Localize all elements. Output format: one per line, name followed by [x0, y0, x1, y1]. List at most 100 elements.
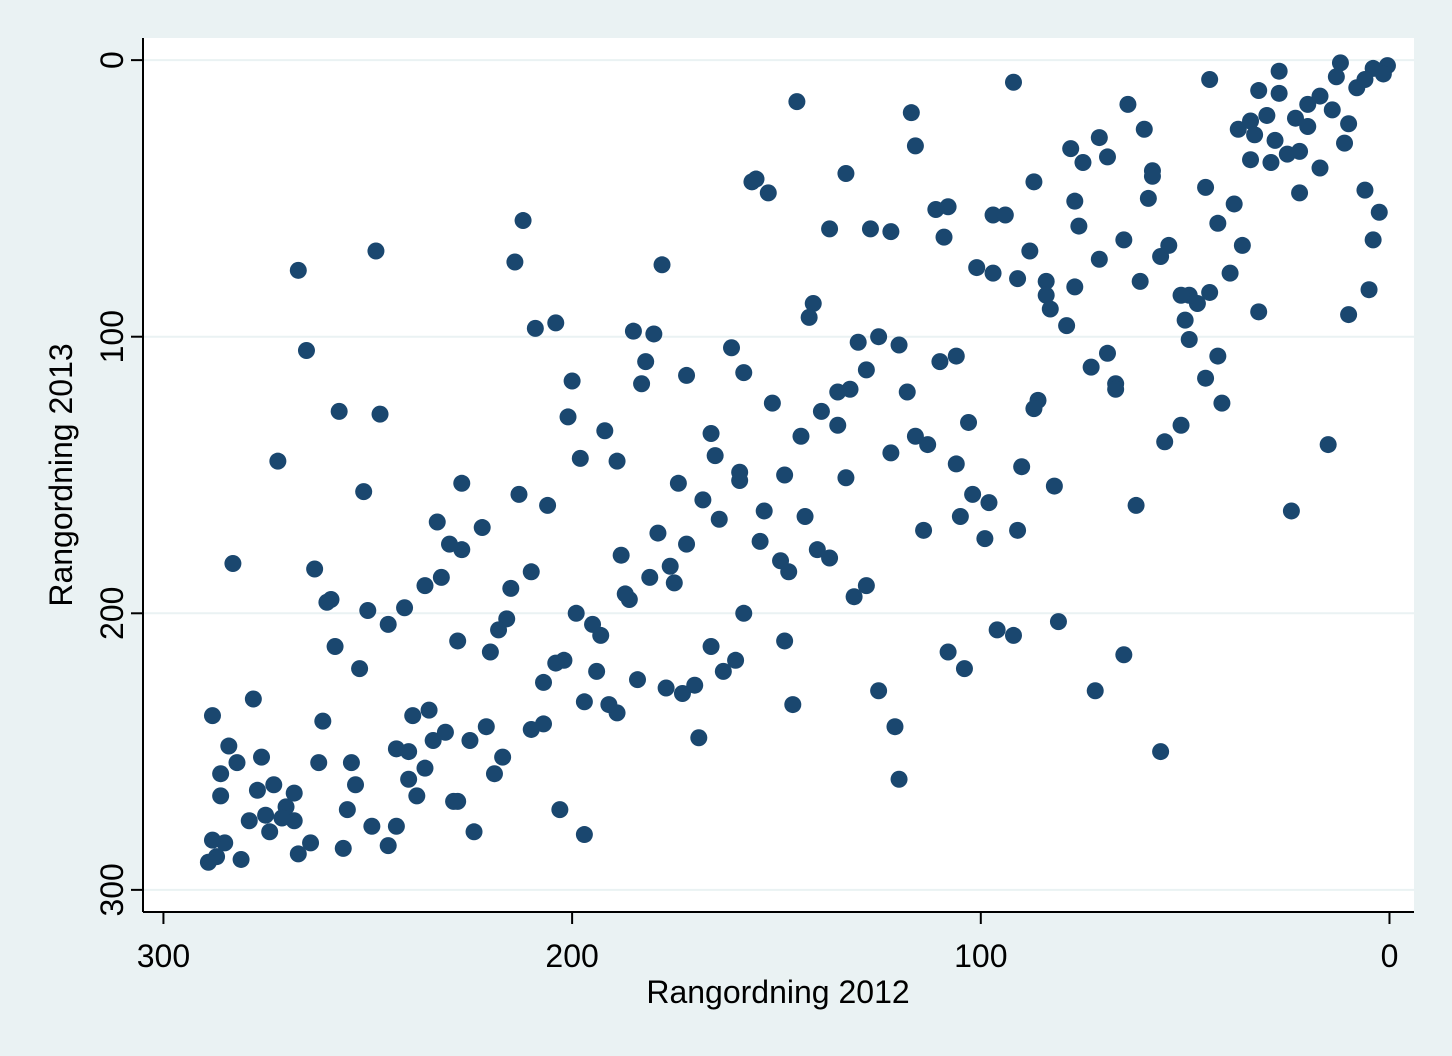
- point: [735, 604, 753, 622]
- point: [371, 405, 389, 423]
- point: [751, 532, 769, 550]
- point: [829, 416, 847, 434]
- point: [755, 502, 773, 520]
- point: [796, 507, 814, 525]
- point: [355, 483, 373, 501]
- point: [1041, 300, 1059, 318]
- point: [1242, 112, 1260, 130]
- point: [857, 577, 875, 595]
- point: [637, 353, 655, 371]
- point: [1270, 62, 1288, 80]
- point: [616, 585, 634, 603]
- point: [1299, 95, 1317, 113]
- point: [939, 643, 957, 661]
- point: [473, 519, 491, 537]
- point: [821, 220, 839, 238]
- point: [976, 530, 994, 548]
- point: [203, 707, 221, 725]
- point: [1037, 286, 1055, 304]
- point: [522, 563, 540, 581]
- point: [379, 615, 397, 633]
- point: [1229, 120, 1247, 138]
- point: [490, 621, 508, 639]
- x-tick-label: 100: [954, 938, 1007, 974]
- point: [453, 474, 471, 492]
- point: [890, 770, 908, 788]
- point: [510, 485, 528, 503]
- point: [261, 823, 279, 841]
- point: [596, 422, 614, 440]
- point: [763, 394, 781, 412]
- point: [436, 723, 454, 741]
- point: [804, 295, 822, 313]
- point: [1156, 433, 1174, 451]
- point: [678, 366, 696, 384]
- point: [203, 831, 221, 849]
- point: [960, 413, 978, 431]
- point: [330, 402, 348, 420]
- point: [1115, 231, 1133, 249]
- point: [1131, 272, 1149, 290]
- point: [1013, 458, 1031, 476]
- point: [1209, 347, 1227, 365]
- point: [1370, 203, 1388, 221]
- point: [539, 496, 557, 514]
- point: [735, 364, 753, 382]
- point: [984, 206, 1002, 224]
- point: [1250, 303, 1268, 321]
- point: [1070, 217, 1088, 235]
- point: [1225, 195, 1243, 213]
- point: [1058, 317, 1076, 335]
- point: [1258, 106, 1276, 124]
- point: [870, 328, 888, 346]
- point: [314, 712, 332, 730]
- point: [302, 834, 320, 852]
- point: [1374, 65, 1392, 83]
- point: [285, 784, 303, 802]
- point: [800, 308, 818, 326]
- point: [1197, 369, 1215, 387]
- point: [886, 718, 904, 736]
- point: [1172, 416, 1190, 434]
- point: [1319, 436, 1337, 454]
- point: [506, 253, 524, 271]
- point: [1172, 286, 1190, 304]
- point: [1299, 118, 1317, 136]
- point: [351, 660, 369, 678]
- point: [1176, 311, 1194, 329]
- point: [772, 552, 790, 570]
- point: [1127, 496, 1145, 514]
- point: [420, 701, 438, 719]
- point: [449, 632, 467, 650]
- point: [326, 637, 344, 655]
- x-tick-label: 0: [1381, 938, 1399, 974]
- point: [535, 673, 553, 691]
- point: [387, 740, 405, 758]
- point: [584, 615, 602, 633]
- point: [633, 375, 651, 393]
- point: [861, 220, 879, 238]
- point: [669, 474, 687, 492]
- point: [588, 662, 606, 680]
- point: [253, 748, 271, 766]
- point: [306, 560, 324, 578]
- point: [821, 549, 839, 567]
- point: [849, 333, 867, 351]
- point: [1160, 236, 1178, 254]
- point: [334, 839, 352, 857]
- point: [980, 494, 998, 512]
- point: [964, 485, 982, 503]
- point: [1246, 126, 1264, 144]
- x-tick-label: 200: [545, 938, 598, 974]
- point: [1090, 250, 1108, 268]
- point: [890, 336, 908, 354]
- point: [273, 809, 291, 827]
- point: [1021, 242, 1039, 260]
- point: [367, 242, 385, 260]
- point: [244, 690, 262, 708]
- point: [396, 599, 414, 617]
- point: [441, 535, 459, 553]
- point: [743, 173, 761, 191]
- point: [1364, 231, 1382, 249]
- point: [220, 737, 238, 755]
